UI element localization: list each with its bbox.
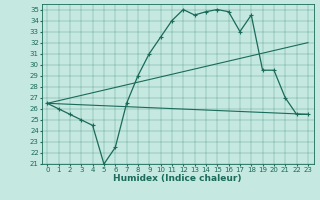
X-axis label: Humidex (Indice chaleur): Humidex (Indice chaleur) <box>113 174 242 183</box>
